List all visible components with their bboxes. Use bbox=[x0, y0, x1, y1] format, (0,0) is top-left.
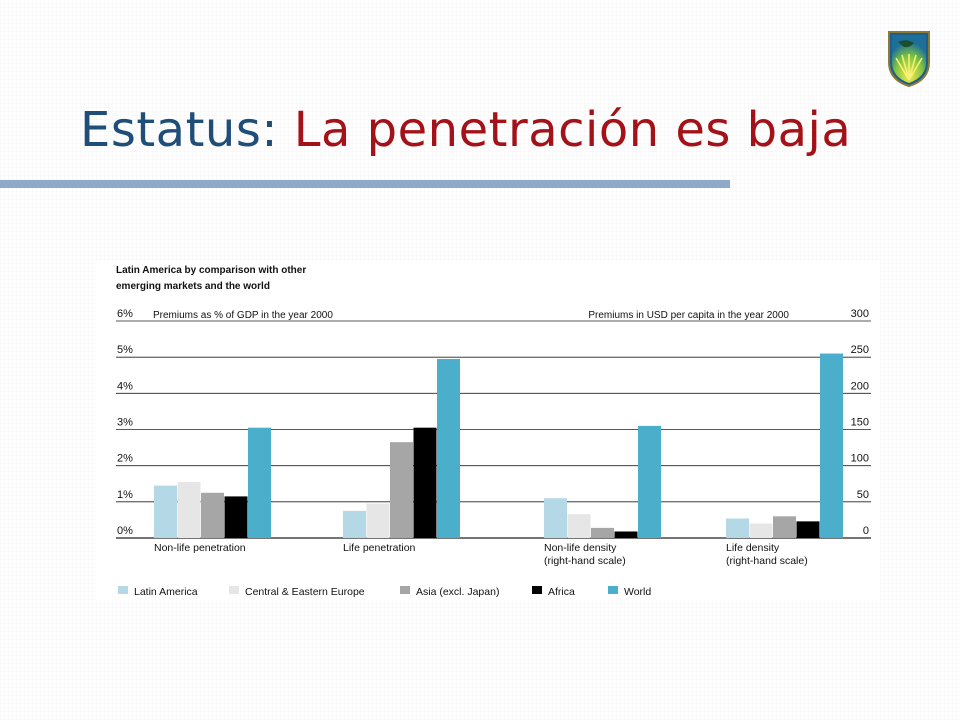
bar-asia-excl-japan- bbox=[773, 516, 796, 538]
category-label: Non-life density bbox=[544, 542, 617, 554]
bar-latin-america bbox=[726, 518, 749, 538]
bar-central-eastern-europe bbox=[177, 481, 201, 538]
bar-africa bbox=[413, 427, 437, 538]
right-tick-label: 0 bbox=[863, 525, 869, 537]
bar-chart: Latin America by comparison with other em… bbox=[116, 265, 871, 598]
legend-label: Asia (excl. Japan) bbox=[416, 586, 499, 598]
chart-panel: Latin America by comparison with other em… bbox=[96, 262, 880, 600]
bar-latin-america bbox=[154, 485, 177, 538]
left-tick-label: 6% bbox=[117, 308, 133, 320]
right-tick-label: 200 bbox=[851, 380, 869, 392]
category-label: (right-hand scale) bbox=[726, 555, 808, 567]
right-tick-label: 250 bbox=[851, 344, 869, 356]
legend-swatch bbox=[608, 586, 618, 594]
category-label: Life density bbox=[726, 542, 780, 554]
right-tick-label: 100 bbox=[851, 453, 869, 465]
category-label: (right-hand scale) bbox=[544, 555, 626, 567]
bar-africa bbox=[224, 496, 248, 538]
bar-africa bbox=[796, 521, 820, 538]
left-tick-label: 4% bbox=[117, 380, 133, 392]
legend-swatch bbox=[118, 586, 128, 594]
bar-latin-america bbox=[343, 510, 366, 538]
legend-swatch bbox=[400, 586, 410, 594]
left-tick-label: 0% bbox=[117, 525, 133, 537]
bar-central-eastern-europe bbox=[567, 514, 591, 538]
title-underline-bar bbox=[0, 180, 730, 188]
left-tick-label: 3% bbox=[117, 417, 133, 429]
legend-label: Latin America bbox=[134, 586, 198, 598]
legend-swatch bbox=[532, 586, 542, 594]
legend-swatch bbox=[229, 586, 239, 594]
right-axis-title: Premiums in USD per capita in the year 2… bbox=[588, 310, 789, 321]
bar-asia-excl-japan- bbox=[201, 492, 224, 538]
category-label: Non-life penetration bbox=[154, 542, 246, 554]
bar-world bbox=[248, 427, 271, 538]
title-status: Estatus: bbox=[80, 102, 278, 158]
bar-world bbox=[638, 425, 661, 538]
legend-label: Africa bbox=[548, 586, 575, 598]
slide-title: Estatus: La penetración es baja bbox=[80, 100, 851, 160]
title-penetration: La penetración es baja bbox=[293, 102, 852, 158]
legend-label: Central & Eastern Europe bbox=[245, 586, 365, 598]
right-tick-label: 50 bbox=[857, 489, 869, 501]
chart-heading-line: Latin America by comparison with other bbox=[116, 265, 306, 276]
globe-shield-icon bbox=[888, 31, 930, 88]
bar-world bbox=[820, 353, 843, 538]
right-tick-label: 150 bbox=[851, 417, 869, 429]
legend-label: World bbox=[624, 586, 651, 598]
right-tick-label: 300 bbox=[851, 308, 869, 320]
left-axis-title: Premiums as % of GDP in the year 2000 bbox=[153, 310, 333, 321]
left-tick-label: 2% bbox=[117, 453, 133, 465]
bar-central-eastern-europe bbox=[366, 503, 390, 538]
bar-latin-america bbox=[544, 498, 567, 538]
left-tick-label: 5% bbox=[117, 344, 133, 356]
bar-africa bbox=[614, 531, 638, 538]
chart-heading-line: emerging markets and the world bbox=[116, 281, 270, 292]
bar-asia-excl-japan- bbox=[390, 442, 413, 538]
bar-world bbox=[437, 358, 460, 538]
bar-central-eastern-europe bbox=[749, 523, 773, 538]
category-label: Life penetration bbox=[343, 542, 416, 554]
bar-asia-excl-japan- bbox=[591, 527, 614, 538]
left-tick-label: 1% bbox=[117, 489, 133, 501]
